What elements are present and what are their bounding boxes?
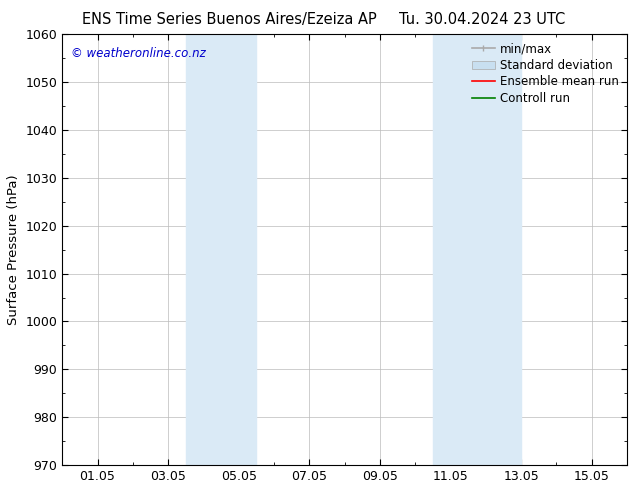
Text: © weatheronline.co.nz: © weatheronline.co.nz	[71, 47, 205, 60]
Bar	[186, 34, 256, 465]
Bar	[433, 34, 521, 465]
Text: ENS Time Series Buenos Aires/Ezeiza AP: ENS Time Series Buenos Aires/Ezeiza AP	[82, 12, 377, 27]
Legend: min/max, Standard deviation, Ensemble mean run, Controll run: min/max, Standard deviation, Ensemble me…	[467, 38, 623, 110]
Y-axis label: Surface Pressure (hPa): Surface Pressure (hPa)	[7, 174, 20, 325]
Text: Tu. 30.04.2024 23 UTC: Tu. 30.04.2024 23 UTC	[399, 12, 566, 27]
